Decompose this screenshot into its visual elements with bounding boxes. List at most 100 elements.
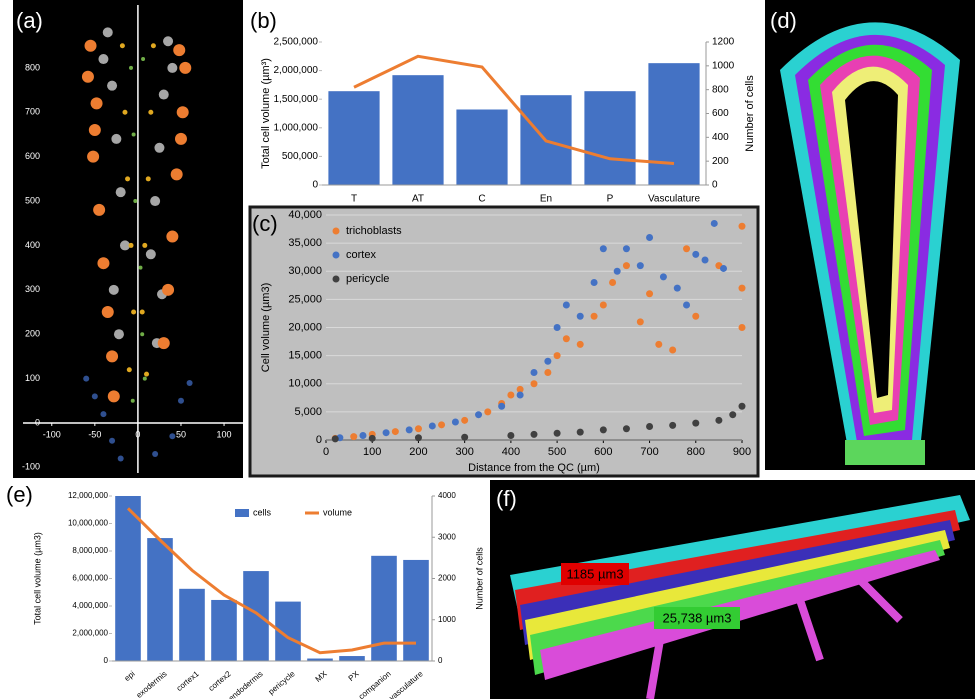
y-tick-label: 1,000,000	[274, 122, 319, 133]
point	[673, 284, 681, 292]
point	[174, 132, 187, 145]
point	[710, 219, 718, 227]
point	[130, 398, 135, 403]
x-tick-label: 900	[733, 446, 751, 458]
point	[176, 106, 189, 119]
point	[576, 340, 584, 348]
point	[562, 335, 570, 343]
x-tick-label: PX	[347, 669, 361, 683]
bar	[211, 599, 237, 661]
x-tick-label: cortex2	[207, 669, 233, 693]
legend-marker	[235, 509, 249, 517]
point	[98, 54, 109, 65]
x-tick-label: Vasculature	[648, 194, 701, 205]
point	[530, 369, 538, 376]
point	[148, 109, 154, 115]
legend-label: pericycle	[346, 273, 389, 285]
x-tick-label: vasculature	[388, 669, 426, 699]
x-tick-label: pericycle	[267, 669, 297, 697]
y2-axis-label: Number of cells	[744, 75, 756, 152]
panel-d: (d)	[765, 0, 975, 470]
panel-label: (e)	[6, 482, 33, 507]
point	[133, 199, 138, 204]
point	[91, 393, 98, 400]
y-tick-label: 2,500,000	[274, 37, 319, 48]
y-tick-label: 4,000,000	[72, 601, 108, 610]
y-tick-label: 0	[316, 434, 322, 446]
point	[142, 242, 148, 248]
point	[115, 187, 126, 198]
y2-tick-label: 1200	[712, 37, 735, 48]
point	[590, 312, 598, 320]
y-axis-label: Total cell volume (µm³)	[260, 58, 272, 169]
y-tick-label: 12,000,000	[68, 491, 109, 500]
annotation: 1185 µm3	[566, 566, 623, 581]
point	[102, 27, 113, 38]
point	[553, 324, 561, 331]
point	[93, 203, 106, 216]
point	[590, 279, 598, 286]
bar	[403, 559, 429, 661]
point	[599, 426, 607, 434]
point	[475, 411, 483, 419]
y-tick-label: 200	[25, 329, 40, 339]
point	[507, 391, 515, 399]
point	[84, 39, 97, 52]
legend-label: trichoblasts	[346, 225, 402, 237]
x-tick-label: 500	[548, 446, 566, 458]
x-tick-label: 300	[455, 446, 473, 458]
point	[167, 62, 178, 73]
point	[131, 309, 137, 315]
point	[113, 329, 124, 340]
point	[636, 318, 644, 326]
x-tick-label: 100	[217, 429, 232, 439]
point	[414, 425, 422, 433]
y-tick-label: 300	[25, 284, 40, 294]
root-hair	[646, 577, 903, 699]
y-tick-label: 40,000	[288, 209, 322, 221]
panel-a-bg	[13, 0, 243, 478]
point	[170, 168, 183, 181]
legend-label: volume	[323, 507, 352, 517]
point	[544, 357, 552, 365]
point	[138, 265, 143, 270]
point	[359, 432, 367, 439]
point	[428, 422, 436, 430]
point	[461, 416, 469, 424]
point	[90, 97, 103, 110]
point	[350, 433, 358, 441]
annotation: 25,738 µm3	[663, 610, 732, 625]
bar	[339, 656, 365, 661]
point	[139, 309, 145, 315]
legend-marker	[332, 251, 340, 259]
point	[738, 324, 746, 331]
point	[553, 429, 561, 437]
y-tick-label: 1,500,000	[274, 94, 319, 105]
point	[179, 61, 192, 74]
y-tick-label: 10,000	[288, 378, 322, 390]
legend-marker	[332, 275, 340, 283]
point	[158, 89, 169, 100]
point	[173, 44, 186, 57]
point	[87, 150, 100, 163]
bar	[648, 63, 700, 185]
point	[145, 176, 151, 182]
annotation-box	[654, 607, 740, 629]
point	[405, 426, 413, 434]
y2-tick-label: 600	[712, 108, 729, 119]
y-tick-label: 2,000,000	[72, 629, 108, 638]
y-tick-label: -100	[22, 462, 40, 472]
panel-c-bg	[248, 205, 760, 478]
x-axis-label: Distance from the QC (µm)	[468, 462, 600, 474]
point	[129, 65, 134, 70]
point	[576, 312, 584, 320]
point	[562, 301, 570, 309]
point	[507, 432, 515, 439]
bar	[115, 496, 141, 661]
point	[530, 380, 538, 388]
point	[655, 340, 663, 348]
x-tick-label: epi	[123, 669, 137, 683]
point	[142, 376, 147, 381]
panel-label: (b)	[250, 8, 277, 33]
